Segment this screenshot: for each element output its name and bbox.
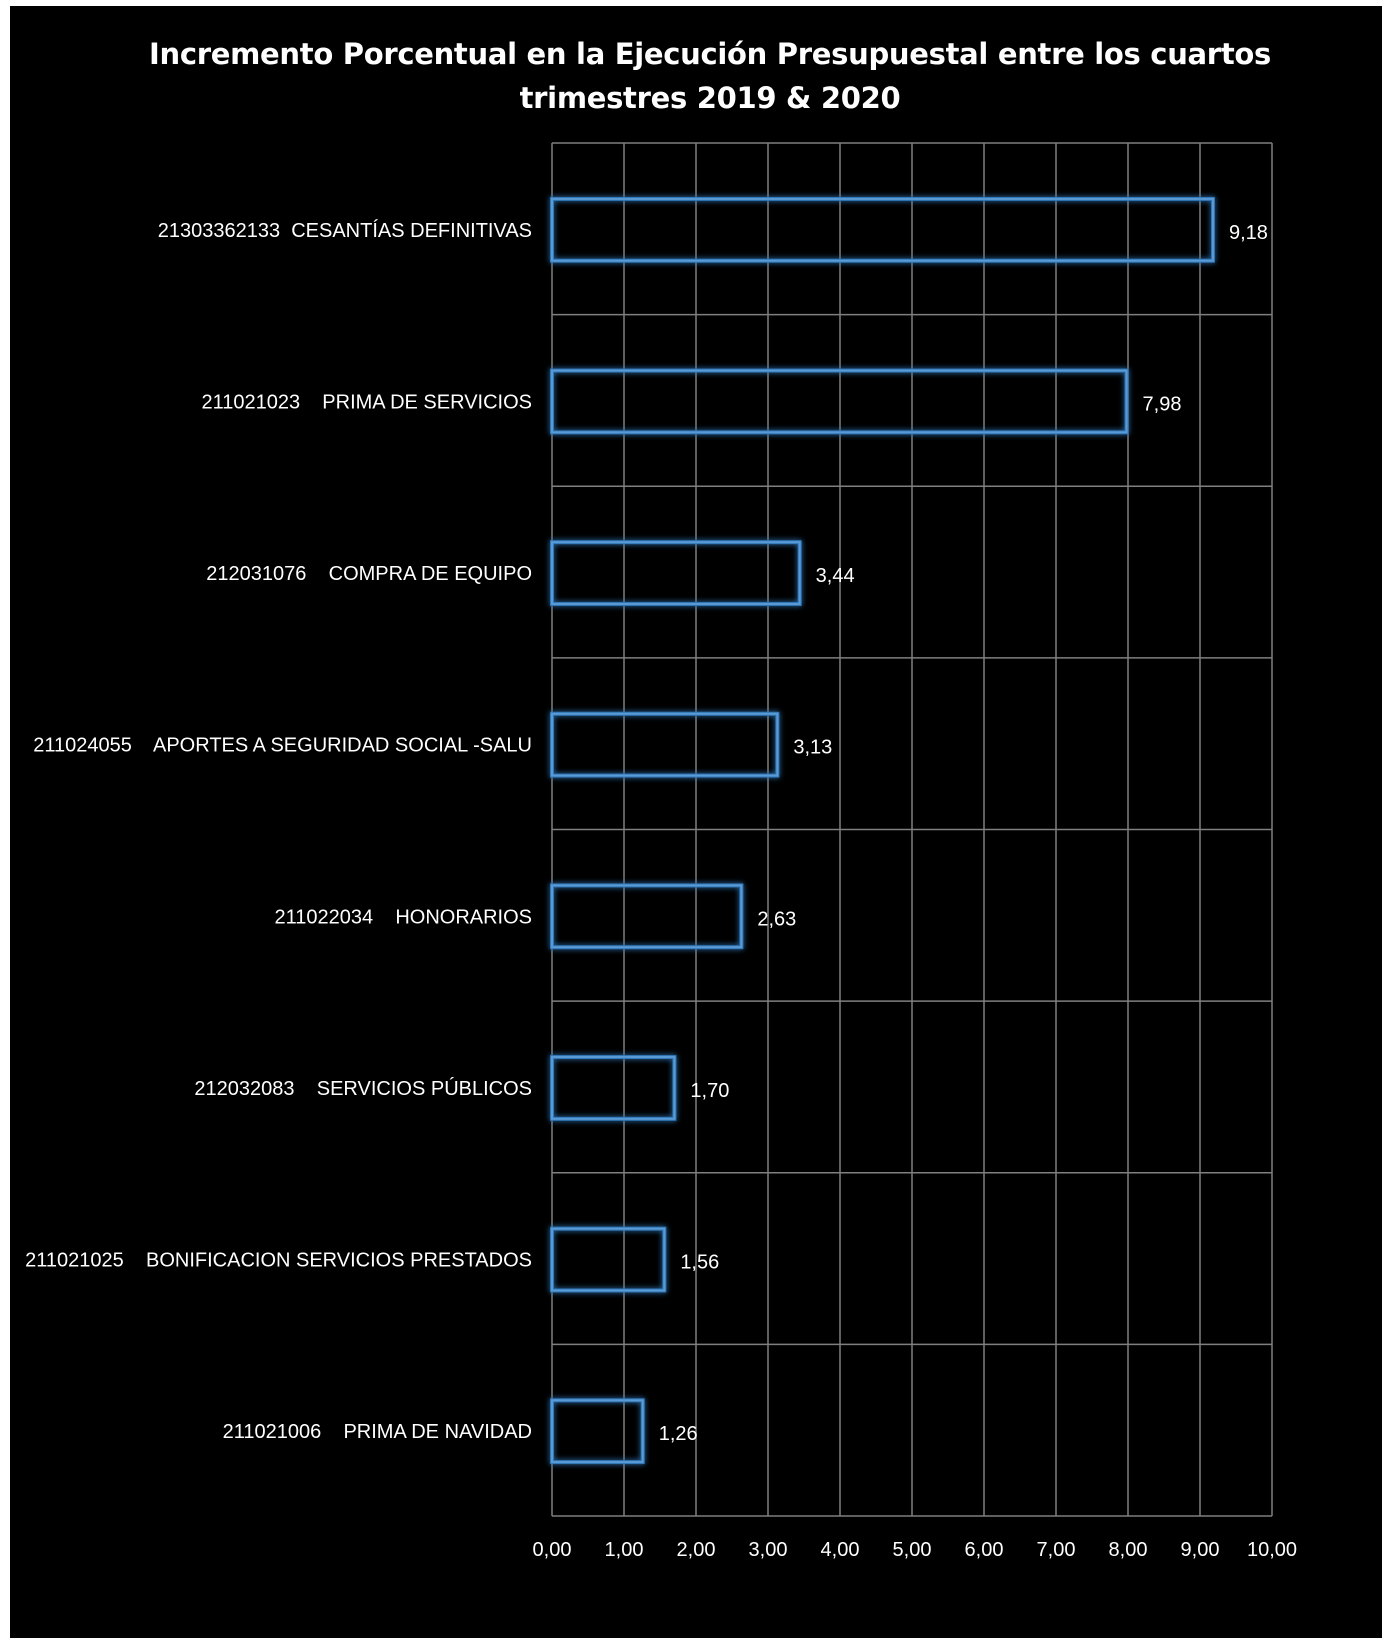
category-label: 211021025 BONIFICACION SERVICIOS PRESTAD… (25, 1250, 532, 1272)
plot-area: 0,00 1,00 2,00 3,00 4,00 5,00 6,00 7,00 8,00 9,00… (25, 142, 1297, 1561)
category-label: 211021006 PRIMA DE NAVIDAD (223, 1421, 532, 1443)
bar (551, 369, 1128, 434)
x-tick-label: 2,00 (677, 1539, 716, 1561)
bar (551, 884, 743, 949)
bar (551, 712, 779, 777)
data-label: 7,98 (1143, 393, 1182, 415)
data-label: 1,26 (659, 1423, 698, 1445)
x-tick-label: 4,00 (821, 1539, 860, 1561)
data-label: 2,63 (757, 908, 796, 930)
data-label: 3,44 (816, 565, 855, 587)
category-label: 212032083 SERVICIOS PÚBLICOS (194, 1077, 532, 1100)
x-tick-label: 0,00 (533, 1539, 572, 1561)
category-label: 211022034 HONORARIOS (274, 906, 532, 928)
bar (551, 197, 1214, 262)
category-label: 21303362133 CESANTÍAS DEFINITIVAS (158, 219, 532, 242)
category-label: 211024055 APORTES A SEGURIDAD SOCIAL -SA… (33, 735, 532, 757)
bar (551, 1227, 666, 1292)
category-label: 211021023 PRIMA DE SERVICIOS (201, 391, 532, 413)
data-label: 9,18 (1229, 222, 1268, 244)
x-tick-label: 6,00 (965, 1539, 1004, 1561)
x-tick-label: 1,00 (605, 1539, 644, 1561)
data-label: 1,56 (680, 1252, 719, 1274)
bar (551, 1399, 644, 1464)
x-tick-label: 8,00 (1109, 1539, 1148, 1561)
data-label: 1,70 (690, 1080, 729, 1102)
bar (551, 541, 801, 605)
x-tick-label: 7,00 (1037, 1539, 1076, 1561)
chart-area: Incremento Porcentual en la Ejecución Pr… (10, 6, 1382, 1638)
x-tick-label: 3,00 (749, 1539, 788, 1561)
chart-title: Incremento Porcentual en la Ejecución Pr… (149, 37, 1271, 115)
x-tick-label: 10,00 (1247, 1539, 1297, 1561)
data-label: 3,13 (793, 737, 832, 759)
bar (551, 1056, 676, 1120)
x-tick-label: 5,00 (893, 1539, 932, 1561)
x-tick-label: 9,00 (1181, 1539, 1220, 1561)
category-label: 212031076 COMPRA DE EQUIPO (206, 563, 532, 585)
